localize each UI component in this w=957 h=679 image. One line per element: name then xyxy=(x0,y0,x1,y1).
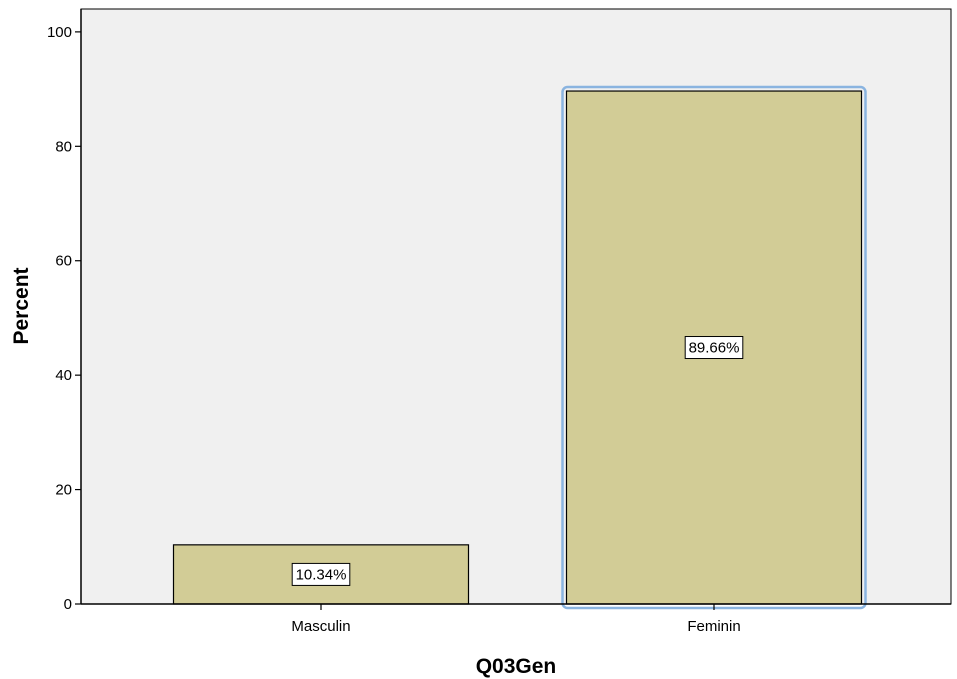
y-axis-ticks: 0 20 40 60 80 100 xyxy=(47,24,81,613)
y-tick-label: 80 xyxy=(55,138,72,155)
x-tick-label: Masculin xyxy=(291,618,350,635)
y-tick-label: 20 xyxy=(55,482,72,499)
bars-group: 10.34% 89.66% xyxy=(172,85,867,610)
data-label-box xyxy=(291,562,351,586)
y-tick-label: 100 xyxy=(47,24,72,41)
y-axis-title: Percent xyxy=(10,267,33,344)
y-tick-label: 40 xyxy=(55,367,72,384)
data-label: 10.34% xyxy=(296,566,347,583)
y-tick-label: 60 xyxy=(55,253,72,270)
data-label-box xyxy=(684,336,744,360)
bar-feminin[interactable] xyxy=(565,90,863,605)
x-axis-ticks: Masculin Feminin xyxy=(291,604,741,635)
data-label: 89.66% xyxy=(689,340,740,357)
y-tick-label: 0 xyxy=(64,596,72,613)
x-tick-label: Feminin xyxy=(687,618,740,635)
x-axis-title: Q03Gen xyxy=(476,655,557,678)
